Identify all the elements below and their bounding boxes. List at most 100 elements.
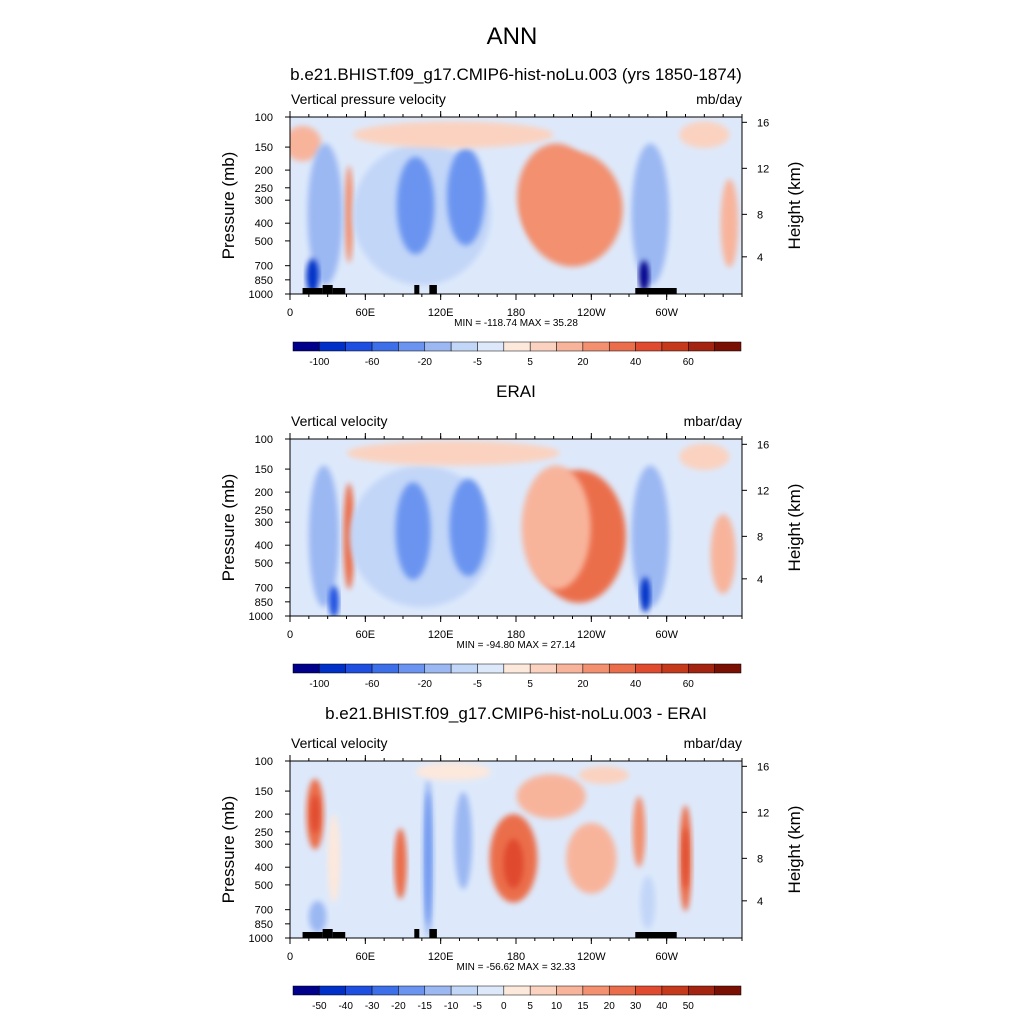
heatmap-cell xyxy=(307,143,343,286)
colorbar-swatch xyxy=(477,341,505,352)
colorbar-swatch xyxy=(556,663,584,674)
colorbar-label: -50 xyxy=(312,1001,327,1012)
y-tick-label: 200 xyxy=(255,487,273,499)
colorbar-swatch xyxy=(450,985,478,996)
y2-tick-label: 16 xyxy=(757,761,769,773)
y2-tick-label: 12 xyxy=(757,163,769,175)
terrain-mask xyxy=(322,285,333,294)
heatmap-cell xyxy=(415,762,491,781)
colorbar-swatch xyxy=(477,663,505,674)
colorbar-label: 60 xyxy=(683,679,695,690)
y-axis-label: Pressure (mb) xyxy=(219,796,238,904)
colorbar-swatch xyxy=(556,341,584,352)
chart-panel-3: b.e21.BHIST.f09_g17.CMIP6-hist-noLu.003 … xyxy=(219,704,804,1012)
y2-axis-label: Height (km) xyxy=(785,484,804,572)
colorbar-swatch xyxy=(661,663,689,674)
x-tick-label: 180 xyxy=(507,307,525,319)
heatmap-cell xyxy=(521,465,591,590)
x-tick-label: 180 xyxy=(507,629,525,641)
y-tick-label: 1000 xyxy=(249,289,273,301)
x-tick-label: 0 xyxy=(287,951,293,963)
y2-tick-label: 12 xyxy=(757,485,769,497)
heatmap-cell xyxy=(660,840,673,912)
colorbar-swatch xyxy=(292,341,320,352)
colorbar-swatch xyxy=(319,663,346,674)
colorbar-label: 5 xyxy=(527,357,533,368)
terrain-mask xyxy=(635,288,677,294)
colorbar-swatch xyxy=(503,985,531,996)
y-tick-label: 100 xyxy=(255,434,273,446)
panel-units: mbar/day xyxy=(684,413,742,429)
colorbar-label: -100 xyxy=(309,357,329,368)
terrain-mask xyxy=(332,288,346,294)
y2-tick-label: 4 xyxy=(757,574,763,586)
colorbar-swatch xyxy=(371,985,399,996)
colorbar-label: 10 xyxy=(551,1001,563,1012)
colorbar-swatch xyxy=(635,985,663,996)
y-tick-label: 300 xyxy=(255,195,273,207)
panel-title: ERAI xyxy=(496,382,536,401)
panel-title: b.e21.BHIST.f09_g17.CMIP6-hist-noLu.003 … xyxy=(290,65,742,84)
min-max-label: MIN = -118.74 MAX = 35.28 xyxy=(454,318,578,329)
colorbar-label: -5 xyxy=(473,679,482,690)
heatmap-cell xyxy=(503,838,524,889)
colorbar-label: 40 xyxy=(630,357,642,368)
y2-tick-label: 16 xyxy=(757,117,769,129)
heatmap-cell xyxy=(675,515,704,604)
heatmap-cell xyxy=(396,156,435,255)
heatmap-cell xyxy=(710,514,736,594)
y-tick-label: 1000 xyxy=(249,611,273,623)
colorbar-swatch xyxy=(608,985,636,996)
colorbar-swatch xyxy=(398,341,426,352)
heatmap-cell xyxy=(327,814,341,903)
colorbar-label: -5 xyxy=(473,357,482,368)
y-tick-label: 150 xyxy=(255,464,273,476)
heatmap-cell xyxy=(343,483,355,590)
heatmap-cell xyxy=(352,121,554,148)
terrain-mask xyxy=(414,285,420,294)
panel-units: mbar/day xyxy=(684,735,742,751)
y2-tick-label: 4 xyxy=(757,252,763,264)
y2-tick-label: 8 xyxy=(757,209,763,221)
min-max-label: MIN = -94.80 MAX = 27.14 xyxy=(457,640,576,651)
y-tick-label: 850 xyxy=(255,919,273,931)
terrain-mask xyxy=(414,929,420,938)
y-tick-label: 400 xyxy=(255,218,273,230)
panel-left-label: Vertical velocity xyxy=(291,735,387,751)
y-tick-label: 300 xyxy=(255,517,273,529)
colorbar-label: -60 xyxy=(365,357,380,368)
terrain-mask xyxy=(332,932,346,938)
terrain-mask xyxy=(322,929,333,938)
x-tick-label: 0 xyxy=(287,629,293,641)
colorbar-swatch xyxy=(319,341,346,352)
y-tick-label: 100 xyxy=(255,756,273,768)
x-tick-label: 120W xyxy=(577,307,606,319)
x-tick-label: 60E xyxy=(356,629,376,641)
heatmap-field xyxy=(290,117,742,294)
heatmap-cell xyxy=(578,766,630,785)
y2-axis-label: Height (km) xyxy=(785,806,804,894)
colorbar-swatch xyxy=(714,341,742,352)
heatmap-cell xyxy=(631,465,670,608)
x-tick-label: 60W xyxy=(655,307,678,319)
colorbar-swatch xyxy=(398,663,426,674)
y-tick-label: 400 xyxy=(255,540,273,552)
colorbar-swatch xyxy=(635,341,663,352)
heatmap-field xyxy=(290,439,742,616)
y-tick-label: 200 xyxy=(255,165,273,177)
terrain-mask xyxy=(302,932,323,938)
colorbar-swatch xyxy=(371,341,399,352)
colorbar-label: 5 xyxy=(527,679,533,690)
y-tick-label: 400 xyxy=(255,862,273,874)
y-tick-label: 150 xyxy=(255,786,273,798)
colorbar-label: 15 xyxy=(577,1001,589,1012)
y2-tick-label: 16 xyxy=(757,439,769,451)
heatmap-cell xyxy=(308,900,327,933)
colorbar-label: -20 xyxy=(391,1001,406,1012)
heatmap-cell xyxy=(454,791,473,890)
y-tick-label: 700 xyxy=(255,905,273,917)
colorbar-label: -5 xyxy=(473,1001,482,1012)
colorbar-swatch xyxy=(424,341,452,352)
terrain-mask xyxy=(429,285,437,294)
